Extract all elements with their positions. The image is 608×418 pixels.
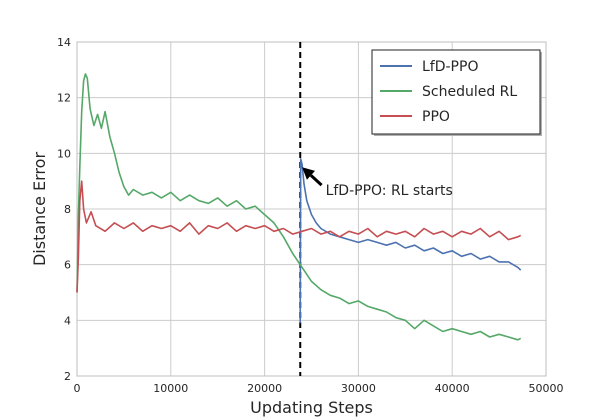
x-tick-label-2: 20000 [247,382,282,395]
legend-label-0: LfD-PPO [422,59,478,75]
x-tick-label-5: 50000 [529,382,564,395]
annotation-arrow-head [302,167,316,180]
y-tick-label-6: 14 [57,36,71,49]
plot-border [76,41,547,377]
legend-label-1: Scheduled RL [422,84,517,100]
plot-frame [76,41,547,377]
x-tick-label-0: 0 [74,382,81,395]
annotation-layer: LfD-PPO: RL starts [302,167,453,199]
y-tick-label-1: 4 [64,314,71,327]
x-tick-label-4: 40000 [435,382,470,395]
legend-label-2: PPO [422,109,450,125]
legend: LfD-PPO Scheduled RL PPO [371,49,542,136]
y-tick-label-3: 8 [64,203,71,216]
annotation-arrow-shaft [309,174,323,187]
series-line-lfd-ppo [299,158,522,324]
y-tick-label-4: 10 [57,147,71,160]
series-line-scheduled-rl [76,73,522,341]
x-axis-label: Updating Steps [250,398,373,417]
series-layer [76,73,522,341]
y-tick-label-5: 12 [57,92,71,105]
annotation-text: LfD-PPO: RL starts [326,183,453,199]
y-axis-label: Distance Error [30,152,49,266]
series-line-ppo [76,180,522,293]
x-tick-label-3: 30000 [341,382,376,395]
y-tick-label-0: 2 [64,370,71,383]
y-tick-label-2: 6 [64,259,71,272]
tick-labels: 0 10000 20000 30000 40000 50000 2 4 6 8 10 12 14 [57,36,564,395]
x-tick-label-1: 10000 [153,382,188,395]
